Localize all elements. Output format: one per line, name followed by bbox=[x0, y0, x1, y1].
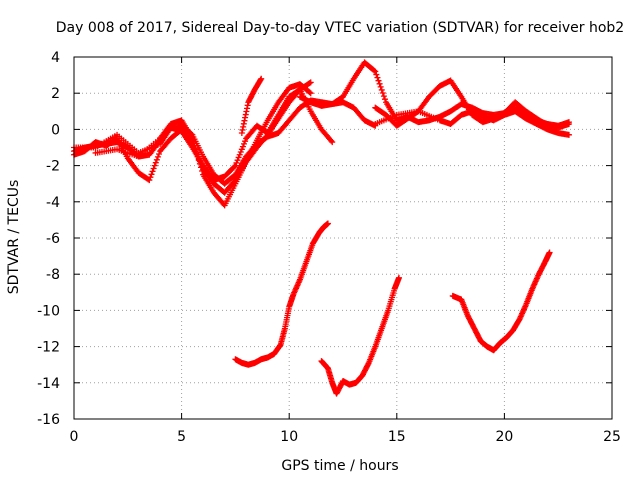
data-point bbox=[197, 164, 204, 171]
y-tick-label: -12 bbox=[37, 340, 60, 356]
data-point bbox=[377, 83, 384, 90]
data-point bbox=[374, 74, 381, 81]
data-point bbox=[191, 142, 198, 149]
data-point bbox=[381, 96, 388, 103]
y-tick-label: -10 bbox=[37, 303, 60, 319]
data-point bbox=[306, 89, 313, 96]
data-point bbox=[238, 146, 245, 153]
data-points bbox=[71, 59, 572, 397]
data-point bbox=[565, 131, 572, 138]
data-point bbox=[192, 146, 199, 153]
grid-lines bbox=[74, 57, 612, 419]
data-point bbox=[379, 90, 386, 97]
data-point bbox=[380, 93, 387, 100]
series-arc-11 bbox=[449, 249, 553, 354]
y-tick-label: -16 bbox=[37, 412, 60, 428]
data-point bbox=[189, 135, 196, 142]
data-point bbox=[190, 139, 197, 146]
data-point bbox=[146, 177, 153, 184]
data-point bbox=[546, 249, 553, 256]
data-point bbox=[236, 151, 243, 158]
data-point bbox=[195, 157, 202, 164]
data-point bbox=[199, 168, 206, 175]
y-tick-label: -4 bbox=[46, 195, 60, 211]
y-tick-label: -2 bbox=[46, 159, 60, 175]
data-point bbox=[153, 156, 160, 163]
data-point bbox=[148, 171, 155, 178]
data-point bbox=[239, 143, 246, 150]
series-arc-5 bbox=[238, 75, 265, 137]
data-point bbox=[241, 140, 248, 147]
data-point bbox=[371, 67, 378, 74]
y-tick-label: 4 bbox=[51, 50, 60, 66]
data-point bbox=[329, 139, 336, 146]
data-point bbox=[324, 220, 331, 227]
data-point bbox=[372, 68, 379, 75]
data-point bbox=[258, 75, 265, 82]
data-point bbox=[373, 71, 380, 78]
series-arc-9 bbox=[232, 220, 331, 368]
data-point bbox=[231, 163, 238, 170]
y-tick-label: -6 bbox=[46, 231, 60, 247]
data-point bbox=[237, 149, 244, 156]
data-point bbox=[235, 154, 242, 161]
data-point bbox=[328, 137, 335, 144]
data-point bbox=[378, 86, 385, 93]
data-point bbox=[307, 90, 314, 97]
x-tick-label: 20 bbox=[495, 429, 513, 445]
series-arc-10 bbox=[318, 274, 402, 397]
y-tick-label: -8 bbox=[46, 267, 60, 283]
data-point bbox=[565, 120, 572, 127]
y-tick-label: 0 bbox=[51, 122, 60, 138]
series-arc-8 bbox=[372, 108, 572, 138]
x-axis-label: GPS time / hours bbox=[281, 458, 398, 474]
data-point bbox=[156, 151, 163, 158]
x-tick-label: 5 bbox=[177, 429, 186, 445]
x-tick-label: 15 bbox=[388, 429, 406, 445]
data-point bbox=[395, 274, 402, 281]
data-point bbox=[233, 159, 240, 166]
data-point bbox=[147, 174, 154, 181]
data-point bbox=[196, 160, 203, 167]
y-tick-label: -14 bbox=[37, 376, 60, 392]
series-arc-7 bbox=[372, 77, 572, 131]
data-point bbox=[193, 149, 200, 156]
x-tick-label: 0 bbox=[70, 429, 79, 445]
y-axis-label: SDTVAR / TECUs bbox=[6, 180, 22, 295]
data-point bbox=[375, 77, 382, 84]
data-point bbox=[306, 80, 313, 87]
data-point bbox=[150, 165, 157, 172]
y-tick-label: 2 bbox=[51, 86, 60, 102]
data-point bbox=[307, 79, 314, 86]
data-point bbox=[149, 168, 156, 175]
data-point bbox=[376, 80, 383, 87]
series-arc-4 bbox=[92, 79, 314, 209]
data-point bbox=[242, 138, 249, 145]
chart-title: Day 008 of 2017, Sidereal Day-to-day VTE… bbox=[56, 20, 624, 36]
data-point bbox=[151, 162, 158, 169]
data-point bbox=[152, 159, 159, 166]
data-point bbox=[234, 157, 241, 164]
data-point bbox=[194, 153, 201, 160]
data-point bbox=[232, 162, 239, 169]
data-point bbox=[154, 153, 161, 160]
series-arc-2 bbox=[71, 81, 314, 196]
x-tick-label: 25 bbox=[603, 429, 621, 445]
series-arc-3 bbox=[71, 86, 336, 184]
plot-frame bbox=[73, 56, 613, 420]
x-tick-label: 10 bbox=[280, 429, 298, 445]
